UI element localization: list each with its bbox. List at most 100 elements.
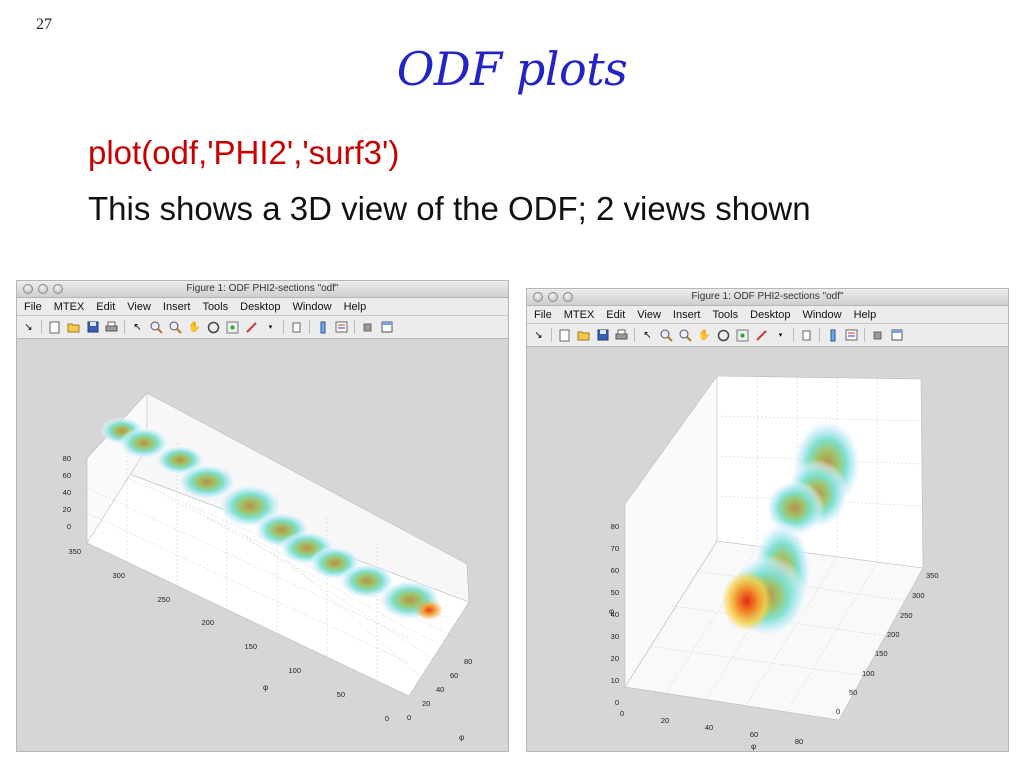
y-tick: 300 bbox=[912, 591, 925, 600]
y-tick: 200 bbox=[201, 618, 214, 627]
y-tick: 100 bbox=[862, 669, 875, 678]
print-icon[interactable] bbox=[105, 321, 118, 334]
x-tick: 20 bbox=[661, 716, 669, 725]
data-cursor-icon[interactable] bbox=[226, 321, 239, 334]
show-tools-icon[interactable] bbox=[890, 329, 903, 342]
minimize-window-icon[interactable] bbox=[38, 284, 48, 294]
y-tick: 0 bbox=[385, 714, 389, 723]
link-plot-icon[interactable] bbox=[800, 329, 813, 342]
x-tick: 0 bbox=[407, 713, 411, 722]
zoom-out-icon[interactable] bbox=[169, 321, 182, 334]
save-icon[interactable] bbox=[596, 329, 609, 342]
z-tick: 0 bbox=[615, 698, 619, 707]
menu-desktop[interactable]: Desktop bbox=[240, 300, 281, 313]
insert-colorbar-icon[interactable] bbox=[826, 329, 839, 342]
menu-desktop[interactable]: Desktop bbox=[750, 308, 791, 321]
menu-mtex[interactable]: MTEX bbox=[53, 300, 85, 313]
description-text: This shows a 3D view of the ODF; 2 views… bbox=[88, 190, 811, 227]
zoom-window-icon[interactable] bbox=[53, 284, 63, 294]
y-tick: 150 bbox=[244, 642, 257, 651]
figure-window-left[interactable]: Figure 1: ODF PHI2-sections "odf" File M… bbox=[16, 280, 509, 752]
figure-toolbar: ↘ ↖ ✋ ▾ bbox=[17, 316, 508, 339]
x-tick: 80 bbox=[464, 657, 472, 666]
new-figure-icon[interactable] bbox=[48, 321, 61, 334]
close-window-icon[interactable] bbox=[533, 292, 543, 302]
z-tick: 30 bbox=[611, 632, 619, 641]
surf3-plot-right[interactable]: 80 70 60 50 40 30 20 10 0 350 300 250 20… bbox=[527, 346, 1008, 751]
y-tick: 50 bbox=[849, 688, 857, 697]
menu-view[interactable]: View bbox=[127, 300, 151, 313]
menu-insert[interactable]: Insert bbox=[162, 300, 191, 313]
menu-window[interactable]: Window bbox=[292, 300, 332, 313]
window-titlebar[interactable]: Figure 1: ODF PHI2-sections "odf" bbox=[527, 289, 1008, 306]
pointer-icon[interactable]: ↖ bbox=[133, 321, 142, 333]
zoom-in-icon[interactable] bbox=[660, 329, 673, 342]
menu-bar: File MTEX Edit View Insert Tools Desktop… bbox=[17, 298, 508, 316]
figure-window-right[interactable]: Figure 1: ODF PHI2-sections "odf" File M… bbox=[526, 288, 1009, 752]
menu-insert[interactable]: Insert bbox=[672, 308, 701, 321]
y-tick: 300 bbox=[112, 571, 125, 580]
y-tick: 350 bbox=[926, 571, 939, 580]
open-file-icon[interactable] bbox=[577, 329, 590, 342]
y-tick: 100 bbox=[288, 666, 301, 675]
x-tick: 80 bbox=[795, 737, 803, 746]
menu-file[interactable]: File bbox=[534, 308, 552, 321]
z-tick: 70 bbox=[611, 544, 619, 553]
dock-arrow-icon[interactable]: ↘ bbox=[534, 329, 543, 341]
menu-file[interactable]: File bbox=[24, 300, 42, 313]
menu-edit[interactable]: Edit bbox=[606, 308, 626, 321]
brush-icon[interactable] bbox=[245, 321, 258, 334]
new-figure-icon[interactable] bbox=[558, 329, 571, 342]
y-tick: 50 bbox=[337, 690, 345, 699]
data-cursor-icon[interactable] bbox=[736, 329, 749, 342]
close-window-icon[interactable] bbox=[23, 284, 33, 294]
menu-mtex[interactable]: MTEX bbox=[563, 308, 595, 321]
hide-tools-icon[interactable] bbox=[871, 329, 884, 342]
window-title: Figure 1: ODF PHI2-sections "odf" bbox=[691, 291, 844, 302]
menu-tools[interactable]: Tools bbox=[712, 308, 739, 321]
dropdown-arrow-icon[interactable]: ▾ bbox=[778, 332, 783, 339]
insert-legend-icon[interactable] bbox=[335, 321, 348, 334]
code-line: plot(odf,'PHI2','surf3') bbox=[88, 134, 400, 171]
z-tick: 80 bbox=[611, 522, 619, 531]
insert-colorbar-icon[interactable] bbox=[316, 321, 329, 334]
save-icon[interactable] bbox=[86, 321, 99, 334]
open-file-icon[interactable] bbox=[67, 321, 80, 334]
x-tick: 40 bbox=[705, 723, 713, 732]
menu-help[interactable]: Help bbox=[853, 308, 877, 321]
window-titlebar[interactable]: Figure 1: ODF PHI2-sections "odf" bbox=[17, 281, 508, 298]
print-icon[interactable] bbox=[615, 329, 628, 342]
x-tick: 40 bbox=[436, 685, 444, 694]
surf3-plot-left[interactable]: 80 60 40 20 0 350 300 250 200 150 100 50… bbox=[17, 338, 508, 751]
rotate-3d-icon[interactable] bbox=[207, 321, 220, 334]
dropdown-arrow-icon[interactable]: ▾ bbox=[268, 324, 273, 331]
hide-tools-icon[interactable] bbox=[361, 321, 374, 334]
menu-tools[interactable]: Tools bbox=[202, 300, 229, 313]
minimize-window-icon[interactable] bbox=[548, 292, 558, 302]
rotate-3d-icon[interactable] bbox=[717, 329, 730, 342]
zoom-in-icon[interactable] bbox=[150, 321, 163, 334]
z-tick: 50 bbox=[611, 588, 619, 597]
x-tick: 60 bbox=[450, 671, 458, 680]
show-tools-icon[interactable] bbox=[380, 321, 393, 334]
x-tick: 60 bbox=[750, 730, 758, 739]
dock-arrow-icon[interactable]: ↘ bbox=[24, 321, 33, 333]
z-tick: 0 bbox=[67, 522, 71, 531]
zoom-window-icon[interactable] bbox=[563, 292, 573, 302]
axis-label-z: φ bbox=[609, 607, 614, 616]
pan-hand-icon[interactable]: ✋ bbox=[698, 329, 711, 341]
z-tick: 60 bbox=[63, 471, 71, 480]
brush-icon[interactable] bbox=[755, 329, 768, 342]
axis-label-x: φ bbox=[751, 742, 756, 751]
menu-help[interactable]: Help bbox=[343, 300, 367, 313]
x-tick: 20 bbox=[422, 699, 430, 708]
link-plot-icon[interactable] bbox=[290, 321, 303, 334]
menu-window[interactable]: Window bbox=[802, 308, 842, 321]
pointer-icon[interactable]: ↖ bbox=[643, 329, 652, 341]
y-tick: 200 bbox=[887, 630, 900, 639]
zoom-out-icon[interactable] bbox=[679, 329, 692, 342]
insert-legend-icon[interactable] bbox=[845, 329, 858, 342]
menu-edit[interactable]: Edit bbox=[96, 300, 116, 313]
pan-hand-icon[interactable]: ✋ bbox=[188, 321, 201, 333]
menu-view[interactable]: View bbox=[637, 308, 661, 321]
